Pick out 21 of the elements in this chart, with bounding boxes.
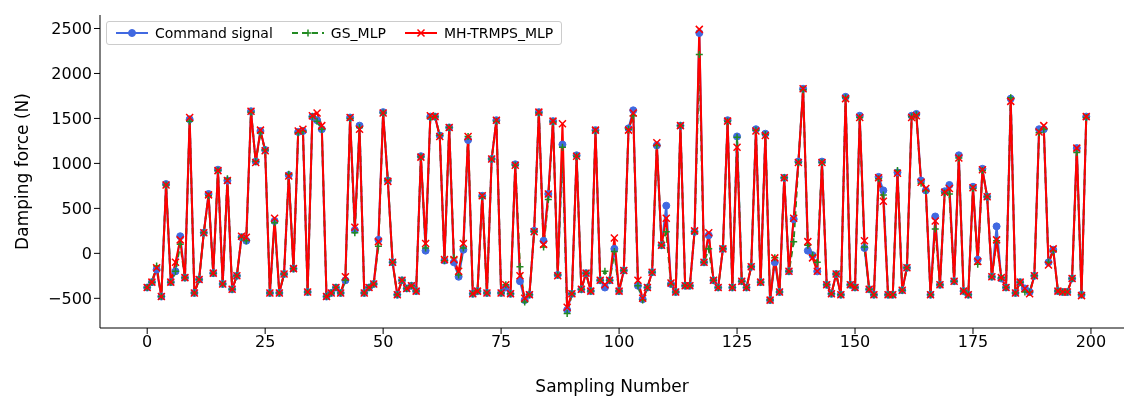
legend-label: GS_MLP bbox=[330, 25, 386, 41]
x-tick-label: 150 bbox=[839, 332, 871, 352]
x-tick-label: 175 bbox=[957, 332, 989, 352]
y-tick-label: 2500 bbox=[51, 19, 92, 39]
x-tick-label: 100 bbox=[603, 332, 635, 352]
x-axis-title: Sampling Number bbox=[535, 376, 689, 396]
x-tick-label: 25 bbox=[254, 332, 276, 352]
x-tick-label: 125 bbox=[721, 332, 753, 352]
y-tick-label: 0 bbox=[81, 244, 92, 264]
y-tick-label: 500 bbox=[61, 199, 92, 219]
y-tick-label: 1500 bbox=[51, 109, 92, 129]
x-tick-label: 200 bbox=[1075, 332, 1107, 352]
y-tick-label: 2000 bbox=[51, 64, 92, 84]
legend-label: MH-TRMPS_MLP bbox=[443, 25, 554, 41]
x-tick-label: 0 bbox=[142, 332, 153, 352]
x-tick-label: 50 bbox=[372, 332, 394, 352]
y-tick-label: 1000 bbox=[51, 154, 92, 174]
y-axis-title: Damping force (N) bbox=[12, 93, 33, 250]
y-tick-label: −500 bbox=[48, 289, 92, 308]
legend-label: Command signal bbox=[155, 25, 273, 41]
x-tick-label: 75 bbox=[490, 332, 512, 352]
